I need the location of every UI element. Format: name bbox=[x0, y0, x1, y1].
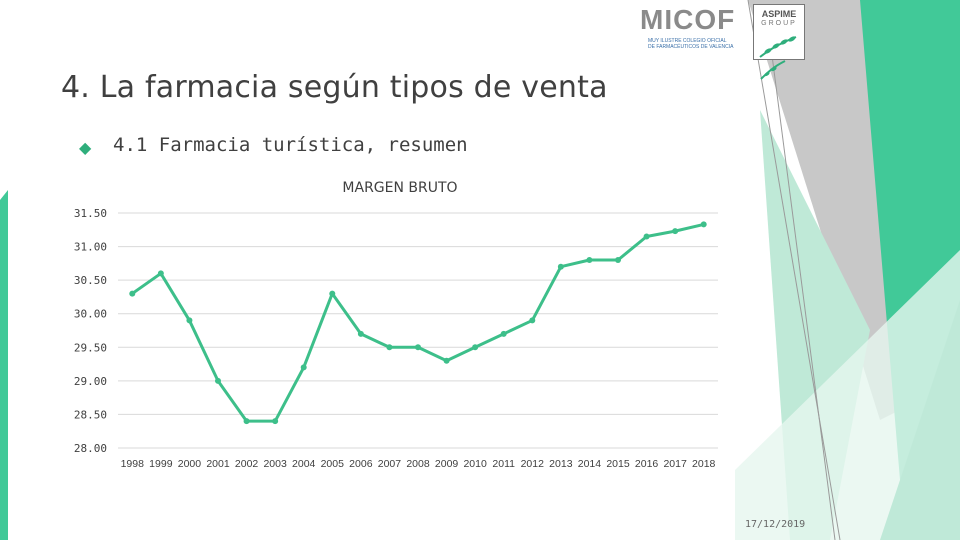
slide-title: 4. La farmacia según tipos de venta bbox=[61, 70, 608, 105]
date-label: 17/12/2019 bbox=[745, 519, 806, 530]
x-tick-label: 2003 bbox=[263, 458, 287, 470]
x-tick-label: 1999 bbox=[149, 458, 173, 470]
deco-pale-shape bbox=[735, 250, 960, 540]
group-logo-text: GROUP bbox=[761, 20, 797, 27]
leaf-icon bbox=[760, 60, 786, 80]
data-point bbox=[157, 270, 164, 277]
x-tick-label: 2016 bbox=[635, 458, 659, 470]
x-tick-label: 2006 bbox=[349, 458, 373, 470]
x-tick-label: 2009 bbox=[435, 458, 459, 470]
data-point bbox=[672, 228, 679, 235]
aspime-logo-box: ASPIME GROUP bbox=[753, 4, 805, 60]
y-tick-label: 31.00 bbox=[74, 241, 107, 254]
micof-sub-line-2: DE FARMACÉUTICOS DE VALENCIA bbox=[648, 44, 734, 50]
data-point bbox=[386, 344, 393, 351]
x-tick-label: 2007 bbox=[378, 458, 402, 470]
x-tick-label: 2013 bbox=[549, 458, 573, 470]
y-tick-label: 28.50 bbox=[74, 408, 107, 421]
data-point bbox=[129, 290, 136, 297]
aspime-logo: ASPIME GROUP bbox=[753, 4, 805, 80]
x-tick-label: 2002 bbox=[235, 458, 259, 470]
micof-sub-line-1: MUY ILUSTRE COLEGIO OFICIAL bbox=[648, 38, 727, 44]
data-point bbox=[186, 317, 193, 324]
data-point bbox=[300, 364, 307, 371]
x-tick-label: 2001 bbox=[206, 458, 230, 470]
data-point bbox=[215, 377, 221, 384]
data-point bbox=[329, 290, 336, 297]
chart-title: MARGEN BRUTO bbox=[342, 180, 458, 196]
bullet-text: 4.1 Farmacia turística, resumen bbox=[113, 134, 468, 156]
data-point bbox=[557, 263, 564, 270]
x-tick-label: 2010 bbox=[463, 458, 487, 470]
data-point bbox=[243, 418, 250, 425]
x-tick-label: 2005 bbox=[321, 458, 345, 470]
y-tick-label: 30.50 bbox=[74, 274, 107, 287]
leaf-icon bbox=[759, 36, 797, 58]
x-tick-label: 2011 bbox=[492, 458, 515, 470]
deco-left-strip bbox=[0, 190, 8, 540]
micof-logo-subtitle: MUY ILUSTRE COLEGIO OFICIAL DE FARMACÉUT… bbox=[648, 38, 748, 50]
deco-line bbox=[769, 39, 836, 540]
x-tick-label: 2012 bbox=[521, 458, 545, 470]
x-tick-label: 2017 bbox=[663, 458, 687, 470]
data-point bbox=[443, 357, 450, 364]
data-point bbox=[500, 330, 507, 337]
y-tick-label: 30.00 bbox=[74, 308, 107, 321]
y-tick-label: 29.50 bbox=[74, 341, 107, 354]
x-tick-label: 2008 bbox=[406, 458, 430, 470]
data-point bbox=[586, 257, 593, 263]
x-tick-label: 2018 bbox=[692, 458, 716, 470]
diamond-bullet-icon: ◆ bbox=[79, 138, 92, 157]
data-point bbox=[272, 418, 279, 425]
series-line bbox=[131, 222, 705, 423]
x-tick-label: 1998 bbox=[121, 458, 145, 470]
y-tick-label: 28.00 bbox=[74, 442, 107, 455]
data-point bbox=[643, 233, 650, 240]
micof-logo-text: MICOF bbox=[640, 4, 736, 35]
deco-line bbox=[747, 0, 841, 540]
x-tick-label: 2015 bbox=[606, 458, 630, 470]
micof-logo: MICOF MUY ILUSTRE COLEGIO OFICIAL DE FAR… bbox=[638, 4, 740, 56]
y-tick-label: 31.50 bbox=[74, 207, 107, 220]
data-point bbox=[357, 330, 364, 337]
x-tick-label: 2014 bbox=[578, 458, 602, 470]
data-point bbox=[615, 257, 621, 263]
x-tick-label: 2000 bbox=[178, 458, 202, 470]
x-tick-label: 2004 bbox=[292, 458, 316, 470]
data-point bbox=[529, 317, 536, 324]
y-tick-label: 29.00 bbox=[74, 375, 107, 388]
aspime-logo-text: ASPIME bbox=[761, 9, 797, 19]
data-point bbox=[472, 344, 479, 351]
data-point bbox=[415, 344, 421, 351]
data-point bbox=[700, 221, 707, 228]
